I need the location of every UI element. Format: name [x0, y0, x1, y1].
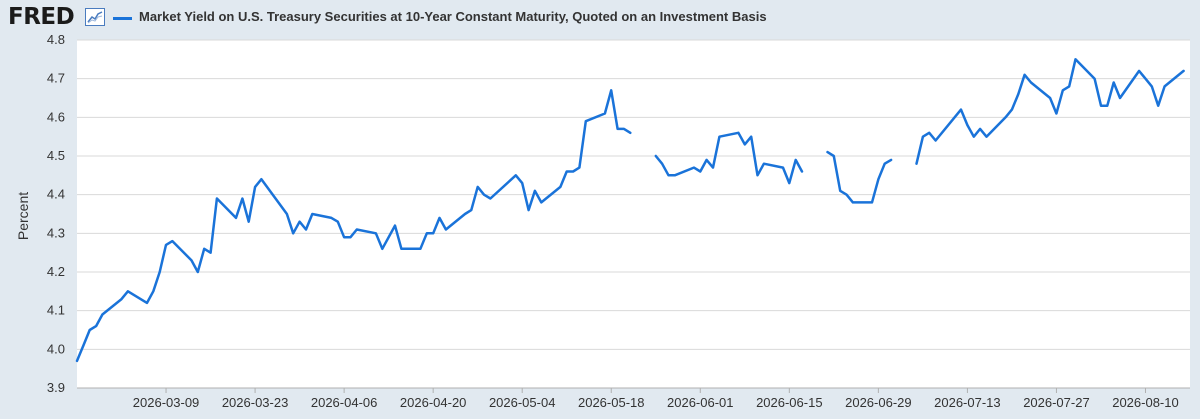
x-tick-label: 2026-03-23	[222, 395, 289, 410]
x-tick-label: 2026-06-01	[667, 395, 734, 410]
legend-swatch	[113, 17, 132, 20]
y-tick-label: 4.1	[47, 303, 65, 318]
x-tick-label: 2026-05-18	[578, 395, 645, 410]
series-line[interactable]	[75, 89, 632, 363]
x-axis: 2026-03-09 2026-03-23 2026-04-06 2026-04-20…	[77, 387, 1190, 410]
x-tick-label: 2026-04-06	[311, 395, 378, 410]
series-group	[75, 58, 1185, 363]
series-line[interactable]	[654, 131, 804, 185]
y-tick-label: 4.2	[47, 264, 65, 279]
x-tick-label: 2026-03-09	[133, 395, 200, 410]
legend-label: Market Yield on U.S. Treasury Securities…	[139, 9, 767, 24]
plot-background	[77, 40, 1190, 388]
y-axis: 3.9 4.0 4.1 4.2 4.3 4.4 4.5 4.6 4.7 4.8	[47, 32, 65, 395]
y-tick-label: 4.0	[47, 341, 65, 356]
y-tick-label: 3.9	[47, 380, 65, 395]
y-tick-label: 4.5	[47, 148, 65, 163]
series-line[interactable]	[826, 150, 893, 204]
x-tick-label: 2026-06-15	[756, 395, 823, 410]
chart-line-icon	[85, 8, 105, 26]
y-tick-label: 4.3	[47, 225, 65, 240]
y-axis-label: Percent	[15, 192, 31, 240]
x-tick-label: 2026-04-20	[400, 395, 467, 410]
x-tick-label: 2026-07-27	[1023, 395, 1090, 410]
chart-header: FRED Market Yield on U.S. Treasury Secur…	[0, 0, 1200, 34]
y-tick-label: 4.8	[47, 32, 65, 47]
series-line[interactable]	[915, 58, 1185, 165]
fred-logo[interactable]: FRED	[8, 4, 75, 30]
y-tick-label: 4.7	[47, 71, 65, 86]
x-tick-label: 2026-08-10	[1112, 395, 1179, 410]
y-tick-label: 4.4	[47, 187, 65, 202]
y-tick-label: 4.6	[47, 109, 65, 124]
x-tick-label: 2026-06-29	[845, 395, 912, 410]
x-tick-label: 2026-05-04	[489, 395, 556, 410]
x-tick-label: 2026-07-13	[934, 395, 1001, 410]
